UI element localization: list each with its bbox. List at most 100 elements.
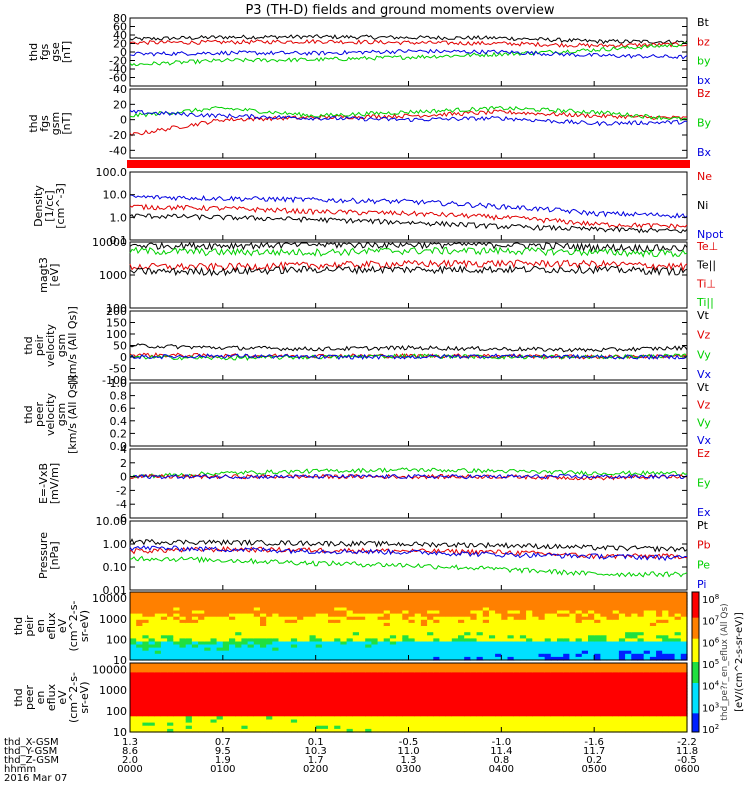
spectrogram-cell: [420, 725, 428, 730]
spectrogram-cell: [167, 616, 174, 621]
spectrogram-cell: [142, 595, 150, 599]
spectrogram-cell: [266, 688, 273, 692]
spectrogram-cell: [266, 638, 273, 643]
spectrogram-cell: [290, 595, 298, 599]
spectrogram-cell: [260, 678, 267, 683]
spectrogram-cell: [321, 700, 329, 705]
spectrogram-cell: [482, 666, 490, 670]
spectrogram-cell: [365, 619, 372, 624]
spectrogram-cell: [297, 663, 304, 667]
spectrogram-cell: [563, 619, 570, 624]
spectrogram-cell: [278, 644, 286, 649]
spectrogram-cell: [563, 700, 570, 705]
spectrogram-cell: [148, 616, 156, 621]
spectrogram-cell: [563, 653, 570, 658]
spectrogram-cell: [631, 710, 639, 714]
spectrogram-cell: [377, 626, 385, 630]
spectrogram-cell: [482, 694, 490, 699]
spectrogram-cell: [557, 607, 564, 612]
spectrogram-cell: [365, 716, 372, 720]
panel-peir_velocity: 200150100500-50-100VtVzVyVxthdpeirveloci…: [22, 305, 712, 387]
spectrogram-cell: [649, 632, 657, 636]
spectrogram-cell: [451, 638, 459, 643]
spectrogram-cell: [625, 725, 632, 730]
spectrogram-cell: [210, 675, 218, 680]
spectrogram-cell: [148, 678, 156, 683]
spectrogram-cell: [359, 694, 366, 699]
spectrogram-cell: [278, 610, 286, 615]
spectrogram-cell: [618, 610, 626, 615]
spectrogram-cell: [458, 675, 465, 680]
spectrogram-cell: [495, 607, 502, 612]
spectrogram-cell: [185, 713, 193, 717]
spectrogram-cell: [167, 653, 174, 658]
spectrogram-cell: [445, 607, 453, 612]
spectrogram-cell: [272, 666, 280, 670]
spectrogram-cell: [253, 722, 261, 727]
spectrogram-cell: [532, 672, 540, 677]
spectrogram-cell: [451, 598, 459, 602]
spectrogram-cell: [377, 678, 385, 683]
y-tick-label: -40: [109, 144, 127, 157]
spectrogram-cell: [501, 610, 509, 615]
spectrogram-cell: [439, 697, 447, 702]
colorbar-segment: [692, 683, 699, 686]
spectrogram-cell: [575, 728, 583, 733]
spectrogram-cell: [210, 697, 218, 702]
spectrogram-cell: [526, 697, 533, 702]
spectrogram-cell: [247, 681, 255, 686]
spectrogram-cell: [526, 675, 533, 680]
spectrogram-cell: [130, 675, 137, 680]
spectrogram-cell: [266, 713, 273, 717]
spectrogram-cell: [334, 601, 341, 605]
spectrogram-cell: [637, 681, 645, 686]
spectrogram-cell: [389, 678, 397, 683]
spectrogram-cell: [550, 638, 558, 643]
spectrogram-cell: [340, 672, 348, 677]
spectrogram-cell: [191, 685, 199, 689]
spectrogram-cell: [142, 666, 150, 670]
spectrogram-cell: [402, 613, 410, 618]
spectrogram-cell: [315, 610, 323, 615]
spectrogram-cell: [606, 635, 614, 639]
spectrogram-cell: [557, 694, 564, 699]
spectrogram-cell: [328, 728, 335, 733]
spectrogram-cell: [637, 656, 645, 661]
spectrogram-cell: [495, 610, 502, 615]
spectrogram-cell: [476, 635, 484, 639]
spectrogram-cell: [656, 613, 663, 618]
spectrogram-cell: [625, 629, 632, 633]
spectrogram-cell: [495, 653, 502, 658]
spectrogram-cell: [538, 635, 546, 639]
spectrogram-cell: [321, 613, 329, 618]
spectrogram-cell: [328, 592, 335, 596]
spectrogram-cell: [278, 681, 286, 686]
spectrogram-cell: [198, 622, 205, 627]
spectrogram-cell: [377, 650, 385, 655]
spectrogram-cell: [538, 626, 546, 630]
spectrogram-cell: [371, 688, 379, 692]
spectrogram-cell: [321, 647, 329, 652]
series-line-bz: [129, 38, 688, 49]
spectrogram-cell: [643, 710, 651, 714]
spectrogram-cell: [389, 626, 397, 630]
spectrogram-cell: [569, 644, 577, 649]
spectrogram-cell: [346, 663, 354, 667]
spectrogram-cell: [340, 638, 348, 643]
spectrogram-cell: [284, 716, 292, 720]
spectrogram-cell: [148, 675, 156, 680]
spectrogram-cell: [365, 722, 372, 727]
spectrogram-cell: [482, 622, 490, 627]
y-tick-label: -6: [116, 512, 127, 525]
spectrogram-cell: [235, 691, 242, 695]
spectrogram-cell: [266, 722, 273, 727]
spectrogram-cell: [594, 663, 601, 667]
spectrogram-cell: [266, 601, 273, 605]
spectrogram-cell: [507, 644, 515, 649]
spectrogram-cell: [260, 629, 267, 633]
spectrogram-cell: [550, 688, 558, 692]
spectrogram-cell: [191, 710, 199, 714]
panel-peer_velocity: 1.00.80.60.40.20.0VtVzVyVxthdpeervelocit…: [22, 375, 712, 454]
spectrogram-cell: [365, 728, 372, 733]
spectrogram-cell: [346, 638, 354, 643]
